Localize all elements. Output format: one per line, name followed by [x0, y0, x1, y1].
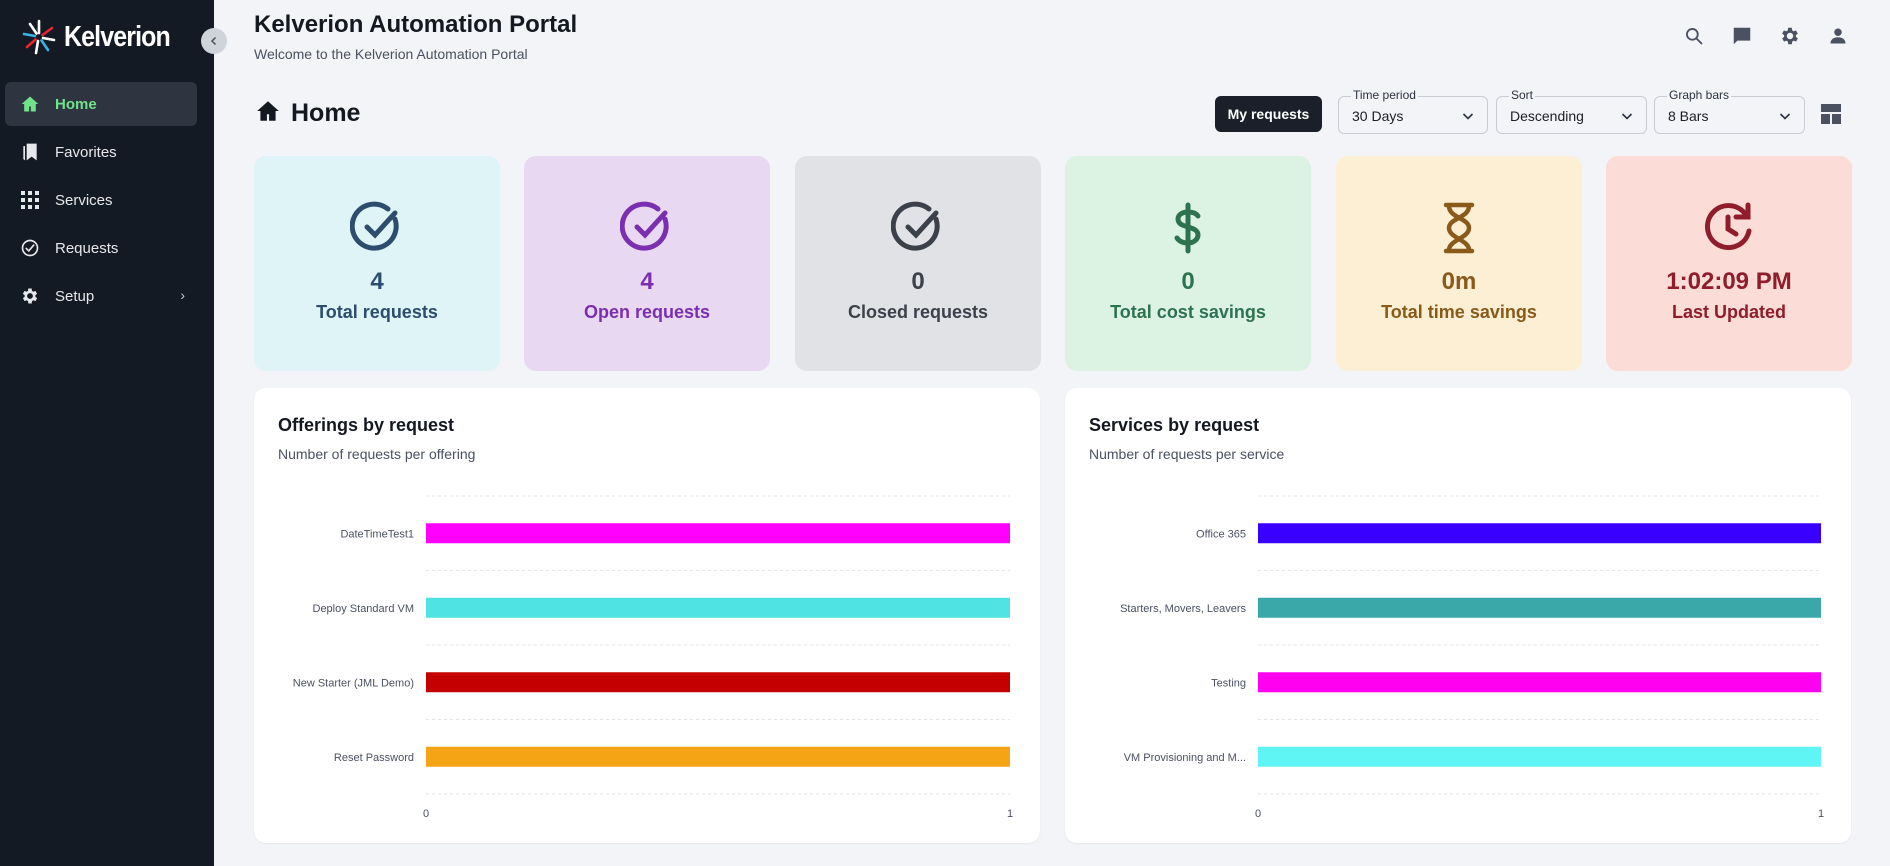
offerings-bar-chart: DateTimeTest1 Deploy Standard VM New Start…	[293, 495, 1013, 820]
dollar-icon	[1160, 200, 1216, 256]
history-icon	[1701, 200, 1757, 256]
stat-label: Total time savings	[1381, 302, 1537, 322]
select-value: Descending	[1510, 108, 1584, 124]
layout-icon[interactable]	[1821, 104, 1841, 129]
x-tick-label: 1	[1007, 808, 1013, 820]
sidebar-item-home[interactable]: Home	[5, 82, 197, 126]
sidebar-item-favorites[interactable]: Favorites	[5, 130, 197, 174]
chart-title: Services by request	[1089, 415, 1260, 435]
chevron-down-icon	[1621, 113, 1633, 120]
chevron-down-icon	[1779, 113, 1791, 120]
sidebar-item-label: Requests	[55, 239, 119, 257]
check-circle-icon	[619, 200, 675, 256]
category-label: VM Provisioning and M...	[1124, 752, 1246, 764]
chart-bar[interactable]	[426, 523, 1010, 544]
stat-label: Open requests	[583, 302, 711, 322]
stat-card-total-time-savings[interactable]: 0m Total time savings	[1336, 156, 1582, 371]
stat-label: Closed requests	[847, 302, 989, 322]
x-tick-label: 0	[423, 808, 429, 820]
stat-value: 4	[370, 268, 384, 295]
sidebar-collapse-button[interactable]	[201, 28, 227, 54]
chevron-down-icon	[1462, 113, 1474, 120]
my-requests-button[interactable]: My requests	[1215, 96, 1322, 132]
chevron-left-icon	[210, 36, 217, 46]
chart-bar[interactable]	[1258, 523, 1821, 544]
category-label: Testing	[1211, 677, 1246, 689]
chart-bar[interactable]	[426, 672, 1010, 693]
category-label: Reset Password	[334, 752, 414, 764]
sidebar-item-label: Services	[55, 191, 113, 209]
x-tick-label: 1	[1818, 808, 1824, 820]
select-label: Time period	[1351, 88, 1418, 102]
page-title: Home	[291, 99, 361, 127]
gear-icon[interactable]	[1778, 24, 1802, 48]
app-subtitle: Welcome to the Kelverion Automation Port…	[254, 46, 528, 62]
sidebar-item-label: Favorites	[55, 143, 117, 161]
select-label: Sort	[1509, 88, 1536, 102]
home-icon	[255, 98, 281, 129]
select-value: 30 Days	[1352, 108, 1404, 124]
x-tick-label: 0	[1255, 808, 1261, 820]
gear-icon	[19, 285, 41, 307]
stat-card-closed-requests[interactable]: 0 Closed requests	[795, 156, 1041, 371]
stat-card-open-requests[interactable]: 4 Open requests	[524, 156, 770, 371]
stat-value: 1:02:09 PM	[1666, 268, 1792, 295]
stat-card-total-cost-savings[interactable]: 0 Total cost savings	[1065, 156, 1311, 371]
chart-bar[interactable]	[1258, 672, 1821, 693]
hourglass-icon	[1431, 200, 1487, 256]
chat-icon[interactable]	[1730, 24, 1754, 48]
chart-title: Offerings by request	[278, 415, 455, 435]
category-label: Starters, Movers, Leavers	[1120, 603, 1246, 615]
search-icon[interactable]	[1682, 24, 1706, 48]
page-heading: Home	[255, 98, 360, 129]
chart-bar[interactable]	[426, 597, 1010, 618]
category-label: DateTimeTest1	[340, 528, 414, 540]
home-icon	[19, 93, 41, 115]
chart-subtitle: Number of requests per offering	[278, 446, 476, 462]
check-circle-icon	[19, 237, 41, 259]
sidebar-item-label: Setup	[55, 287, 95, 305]
select-label: Graph bars	[1667, 88, 1732, 102]
graph-bars-select[interactable]: Graph bars 8 Bars	[1654, 88, 1805, 134]
stat-value: 4	[640, 268, 654, 295]
stat-card-last-updated[interactable]: 1:02:09 PM Last Updated	[1606, 156, 1852, 371]
category-label: Deploy Standard VM	[313, 603, 415, 615]
sidebar-item-requests[interactable]: Requests	[5, 226, 197, 270]
sidebar-item-services[interactable]: Services	[5, 178, 197, 222]
grid-icon	[19, 189, 41, 211]
header-actions	[1682, 24, 1850, 48]
chevron-right-icon: ›	[180, 287, 185, 303]
app-title: Kelverion Automation Portal	[254, 11, 578, 38]
select-value: 8 Bars	[1668, 108, 1709, 124]
stat-value: 0	[1181, 268, 1195, 295]
kelverion-logo-icon	[22, 19, 56, 55]
chart-bar[interactable]	[1258, 746, 1821, 767]
services-chart-card: Office 365 Starters, Movers, Leavers Testi…	[1065, 388, 1851, 843]
brand-logo[interactable]: Kelverion	[20, 18, 187, 56]
sort-select[interactable]: Sort Descending	[1496, 88, 1647, 134]
brand-name: Kelverion	[64, 20, 171, 53]
stat-label: Last Updated	[1671, 302, 1786, 322]
offerings-chart-card: DateTimeTest1 Deploy Standard VM New Start…	[254, 388, 1040, 843]
sidebar-nav: Home Favorites Services Requests	[5, 82, 197, 322]
services-bar-chart: Office 365 Starters, Movers, Leavers Testi…	[1120, 495, 1824, 820]
stat-label: Total requests	[316, 302, 438, 322]
sidebar-item-label: Home	[55, 95, 97, 113]
bookmark-icon	[19, 141, 41, 163]
sidebar: Kelverion Home Favorites Services	[0, 0, 214, 866]
category-label: New Starter (JML Demo)	[293, 677, 414, 689]
check-circle-icon	[349, 200, 405, 256]
chart-bar[interactable]	[426, 746, 1010, 767]
chart-subtitle: Number of requests per service	[1089, 446, 1285, 462]
chart-bar[interactable]	[1258, 597, 1821, 618]
sidebar-item-setup[interactable]: Setup ›	[5, 274, 197, 318]
stat-card-total-requests[interactable]: 4 Total requests	[254, 156, 500, 371]
check-circle-icon	[890, 200, 946, 256]
stat-value: 0	[911, 268, 925, 295]
time-period-select[interactable]: Time period 30 Days	[1338, 88, 1488, 134]
stat-value: 0m	[1441, 268, 1477, 295]
category-label: Office 365	[1196, 528, 1246, 540]
user-icon[interactable]	[1826, 24, 1850, 48]
stat-label: Total cost savings	[1110, 302, 1266, 322]
